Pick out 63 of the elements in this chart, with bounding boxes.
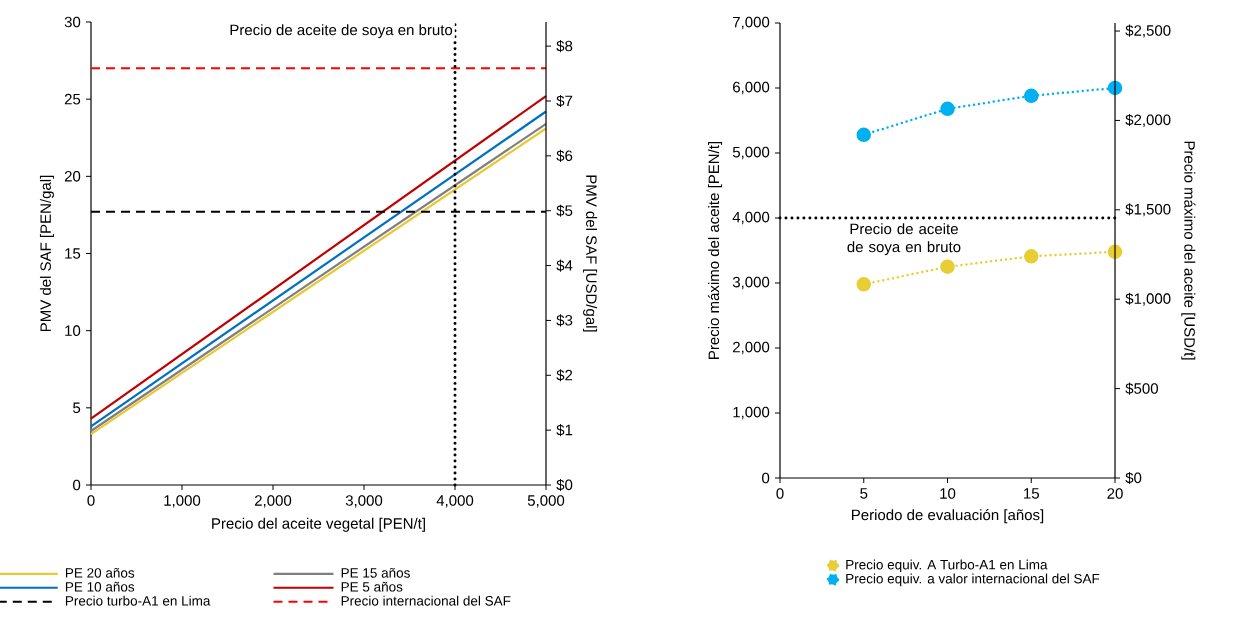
y2-tick-label: $5 bbox=[556, 204, 573, 217]
y2-tick-label: $0 bbox=[556, 478, 573, 492]
x-tick-label: 4,000 bbox=[436, 495, 474, 508]
y2-tick-label: $1,000 bbox=[1125, 292, 1171, 306]
y-tick-label: 15 bbox=[65, 248, 81, 259]
ref-line-label: Precio de aceite de soya en bruto bbox=[847, 223, 961, 256]
y-tick-label: 5,000 bbox=[732, 146, 770, 160]
y-tick-label: 20 bbox=[64, 171, 81, 182]
legend-label: Precio internacional del SAF bbox=[341, 595, 511, 606]
y-tick-label: 4,000 bbox=[732, 211, 770, 225]
legend-label: Precio equiv. A Turbo-A1 en Lima bbox=[846, 559, 1048, 573]
y-tick-label: 0 bbox=[762, 472, 770, 484]
point bbox=[1024, 88, 1039, 104]
x-tick-label: 1,000 bbox=[164, 495, 201, 508]
legend-label: Precio turbo-A1 en Lima bbox=[65, 595, 211, 606]
legend-label: PE 5 años bbox=[341, 581, 403, 592]
point bbox=[1024, 249, 1039, 264]
y-tick-label: 25 bbox=[64, 93, 81, 105]
y2-tick-label: $2 bbox=[556, 369, 573, 382]
x-axis-title: Precio del aceite vegetal [PEN/t] bbox=[212, 517, 425, 532]
y-tick-label: 1,000 bbox=[733, 406, 770, 420]
y-axis-title: Precio máximo del aceite [PEN/t] bbox=[707, 141, 723, 359]
x-tick-label: 3,000 bbox=[345, 495, 383, 508]
legend-label: PE 10 años bbox=[65, 581, 135, 592]
y2-tick-label: $0 bbox=[1125, 471, 1142, 485]
y2-tick-label: $6 bbox=[556, 149, 573, 162]
point bbox=[940, 259, 955, 274]
y-tick-label: 0 bbox=[73, 479, 81, 491]
y-tick-label: 30 bbox=[64, 16, 81, 28]
x-tick-label: 10 bbox=[940, 488, 956, 499]
legend-label: PE 15 años bbox=[341, 567, 410, 578]
y2-axis-title: PMV del SAF [USD/gal] bbox=[583, 175, 598, 332]
y2-tick-label: $1 bbox=[556, 424, 573, 437]
y-axis-title: PMV del SAF [PEN/gal] bbox=[39, 175, 54, 332]
point bbox=[856, 277, 872, 292]
y2-tick-label: $7 bbox=[556, 94, 573, 108]
y2-tick-label: $2,000 bbox=[1125, 113, 1171, 127]
x-tick-label: 0 bbox=[776, 488, 784, 499]
y-tick-label: 5 bbox=[73, 402, 81, 414]
x-axis-title: Periodo de evaluación [años] bbox=[852, 509, 1044, 524]
y2-tick-label: $500 bbox=[1125, 382, 1158, 395]
x-tick-label: 5 bbox=[860, 488, 868, 499]
y2-tick-label: $4 bbox=[556, 259, 573, 272]
y2-tick-label: $8 bbox=[556, 40, 573, 53]
point bbox=[940, 101, 955, 117]
y-tick-label: 3,000 bbox=[732, 276, 770, 290]
x-tick-label: 5,000 bbox=[527, 495, 565, 508]
x-tick-label: 2,000 bbox=[254, 495, 292, 508]
y2-tick-label: $3 bbox=[556, 314, 573, 327]
legend-label: Precio equiv. a valor internacional del SAF bbox=[846, 573, 1100, 587]
ref-line-label: Precio de aceite de soya en bruto bbox=[230, 24, 453, 39]
y2-axis-title: Precio máximo del aceite [USD/t] bbox=[1181, 141, 1196, 360]
x-tick-label: 15 bbox=[1024, 488, 1039, 499]
y-tick-label: 7,000 bbox=[733, 16, 770, 30]
y-tick-label: 2,000 bbox=[733, 341, 770, 355]
point bbox=[856, 127, 872, 143]
x-tick-label: 20 bbox=[1107, 488, 1123, 499]
y2-tick-label: $2,500 bbox=[1125, 24, 1171, 38]
y-tick-label: 6,000 bbox=[733, 81, 770, 95]
y2-tick-label: $1,500 bbox=[1125, 203, 1171, 217]
legend-label: PE 20 años bbox=[65, 567, 135, 578]
y-tick-label: 10 bbox=[65, 325, 81, 336]
x-tick-label: 0 bbox=[87, 495, 95, 506]
